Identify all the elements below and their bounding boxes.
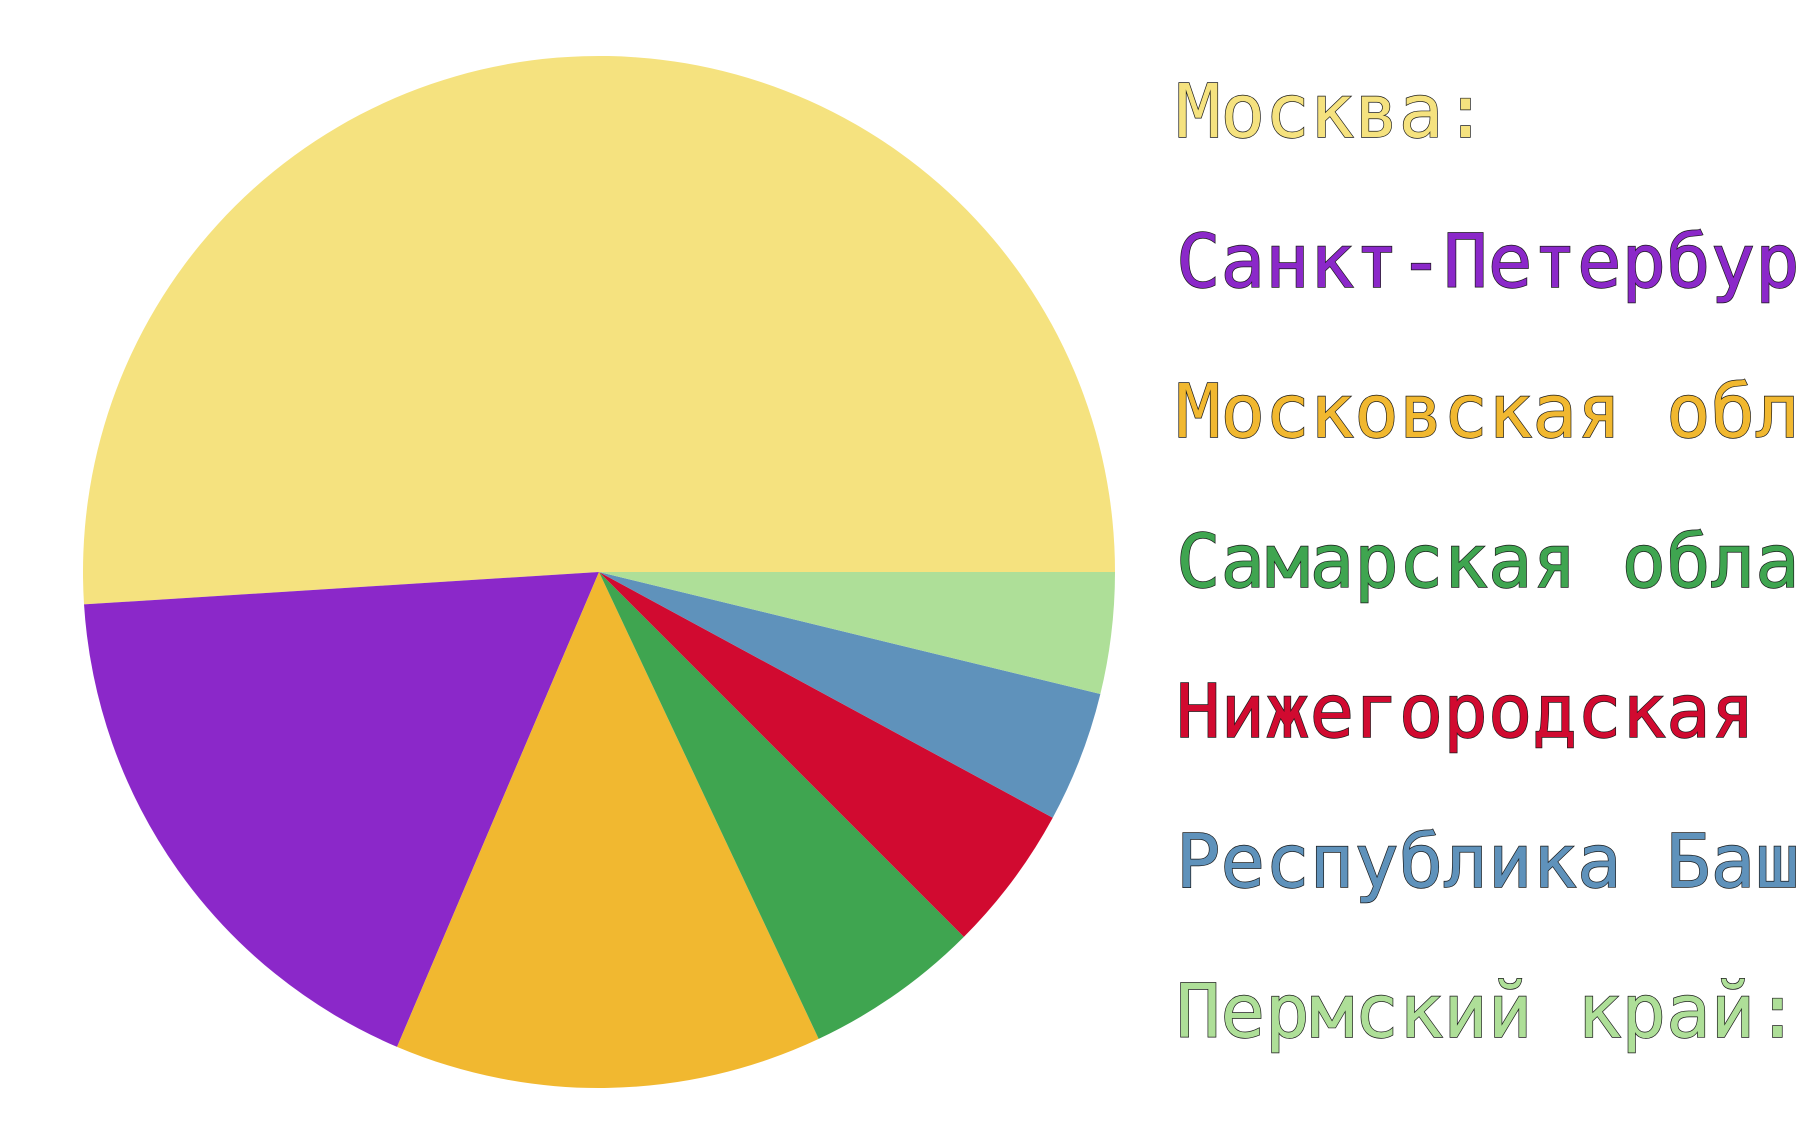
legend-item-3: Московская область: [1176, 369, 1800, 455]
pie-slice-1 [82, 55, 1115, 605]
legend-item-4: Самарская область: [1176, 519, 1800, 605]
pie-slice-7 [599, 572, 1115, 695]
legend-item-2: Санкт-Петербург: [1176, 219, 1800, 305]
legend-item-6: Республика Башкортостан: [1176, 819, 1800, 905]
pie-slice-2 [84, 572, 599, 1047]
legend-item-7: Пермский край: [1176, 969, 1800, 1055]
pie-slice-5 [599, 572, 1053, 937]
pie-slice-6 [599, 572, 1101, 818]
legend-item-5: Нижегородская область: [1176, 669, 1800, 755]
pie-slices [82, 55, 1115, 1088]
pie-slice-4 [599, 572, 964, 1039]
legend: Москва: Санкт-Петербург: Московская област… [1175, 68, 1800, 1055]
pie-slice-3 [397, 572, 819, 1088]
legend-item-1: Москва: [1176, 69, 1488, 155]
